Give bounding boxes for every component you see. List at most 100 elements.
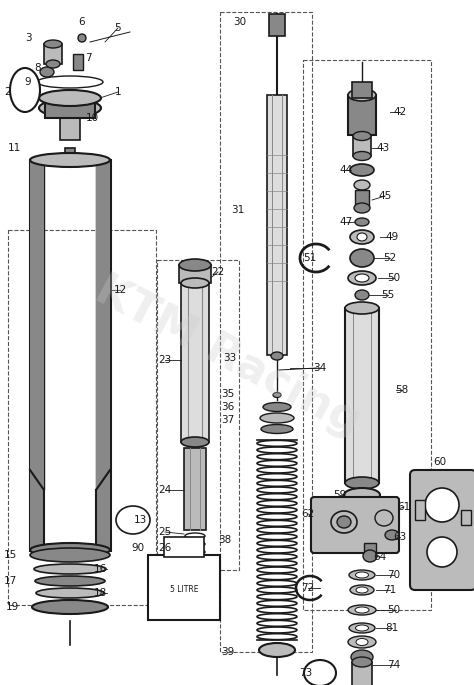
Bar bbox=[461, 510, 471, 525]
Ellipse shape bbox=[363, 550, 377, 562]
Text: 15: 15 bbox=[3, 550, 17, 560]
Ellipse shape bbox=[348, 605, 376, 615]
Bar bbox=[348, 95, 376, 135]
Ellipse shape bbox=[185, 533, 205, 539]
Ellipse shape bbox=[345, 302, 379, 314]
Text: 64: 64 bbox=[374, 552, 387, 562]
Ellipse shape bbox=[356, 587, 368, 593]
Ellipse shape bbox=[337, 516, 351, 528]
Text: 8: 8 bbox=[35, 63, 41, 73]
Text: 2: 2 bbox=[5, 87, 11, 97]
Ellipse shape bbox=[261, 425, 293, 434]
Text: 19: 19 bbox=[5, 602, 18, 612]
Bar bbox=[73, 54, 83, 70]
Ellipse shape bbox=[181, 278, 209, 288]
Bar bbox=[269, 14, 285, 36]
Text: 43: 43 bbox=[376, 143, 390, 153]
Bar bbox=[415, 500, 425, 520]
Ellipse shape bbox=[35, 576, 105, 586]
Ellipse shape bbox=[352, 657, 372, 667]
Bar bbox=[8, 230, 156, 605]
Ellipse shape bbox=[185, 541, 205, 547]
Ellipse shape bbox=[356, 625, 368, 631]
Ellipse shape bbox=[355, 218, 369, 226]
Ellipse shape bbox=[34, 564, 106, 574]
Bar bbox=[303, 60, 431, 610]
Ellipse shape bbox=[78, 34, 86, 42]
Text: 52: 52 bbox=[383, 253, 397, 263]
Ellipse shape bbox=[30, 548, 110, 562]
Ellipse shape bbox=[39, 99, 101, 117]
Text: 58: 58 bbox=[395, 385, 409, 395]
Ellipse shape bbox=[348, 636, 376, 648]
Ellipse shape bbox=[116, 506, 150, 534]
Ellipse shape bbox=[354, 180, 370, 190]
Bar bbox=[352, 662, 372, 685]
Text: 42: 42 bbox=[393, 107, 407, 117]
Ellipse shape bbox=[304, 660, 336, 685]
Bar bbox=[65, 148, 75, 162]
Bar bbox=[45, 98, 95, 118]
Text: 17: 17 bbox=[3, 576, 17, 586]
Text: 71: 71 bbox=[383, 585, 397, 595]
Bar bbox=[60, 118, 80, 140]
Text: 31: 31 bbox=[231, 205, 245, 215]
Ellipse shape bbox=[185, 588, 205, 595]
Text: 63: 63 bbox=[393, 532, 407, 542]
Ellipse shape bbox=[353, 132, 371, 140]
Text: 47: 47 bbox=[339, 217, 353, 227]
Text: 90: 90 bbox=[131, 543, 145, 553]
Ellipse shape bbox=[356, 638, 368, 645]
Ellipse shape bbox=[345, 477, 379, 489]
Ellipse shape bbox=[350, 164, 374, 176]
Ellipse shape bbox=[185, 581, 205, 587]
Bar bbox=[355, 190, 369, 208]
Ellipse shape bbox=[427, 537, 457, 567]
Ellipse shape bbox=[39, 90, 101, 106]
Text: 10: 10 bbox=[85, 113, 99, 123]
FancyBboxPatch shape bbox=[410, 470, 474, 590]
Ellipse shape bbox=[355, 290, 369, 300]
Text: 50: 50 bbox=[387, 605, 401, 615]
Bar bbox=[30, 160, 44, 550]
Bar bbox=[96, 160, 110, 550]
Text: 22: 22 bbox=[211, 267, 225, 277]
Ellipse shape bbox=[40, 67, 54, 77]
Text: 26: 26 bbox=[158, 543, 172, 553]
Text: 23: 23 bbox=[158, 355, 172, 365]
Bar bbox=[354, 660, 370, 670]
Text: 62: 62 bbox=[301, 509, 315, 519]
Ellipse shape bbox=[181, 437, 209, 447]
Bar bbox=[353, 136, 371, 156]
Bar bbox=[364, 543, 376, 553]
Bar bbox=[44, 490, 96, 550]
Ellipse shape bbox=[36, 588, 104, 598]
Text: 49: 49 bbox=[385, 232, 399, 242]
Ellipse shape bbox=[351, 650, 373, 664]
Ellipse shape bbox=[271, 352, 283, 360]
Bar bbox=[179, 265, 211, 283]
Ellipse shape bbox=[350, 230, 374, 244]
Text: 44: 44 bbox=[339, 165, 353, 175]
Text: 30: 30 bbox=[233, 17, 246, 27]
Text: 73: 73 bbox=[300, 668, 313, 678]
Text: 39: 39 bbox=[221, 647, 235, 657]
Text: 3: 3 bbox=[25, 33, 31, 43]
Text: 74: 74 bbox=[387, 660, 401, 670]
Bar bbox=[352, 82, 372, 98]
Text: 70: 70 bbox=[387, 570, 401, 580]
Ellipse shape bbox=[349, 570, 375, 580]
Text: 35: 35 bbox=[221, 389, 235, 399]
Text: 34: 34 bbox=[313, 363, 327, 373]
Text: 59: 59 bbox=[333, 490, 346, 500]
Ellipse shape bbox=[348, 89, 376, 101]
Ellipse shape bbox=[37, 76, 103, 88]
Text: KTM Racing: KTM Racing bbox=[88, 268, 367, 445]
Text: 50: 50 bbox=[387, 273, 401, 283]
Text: 13: 13 bbox=[133, 515, 146, 525]
Text: 55: 55 bbox=[382, 290, 395, 300]
Ellipse shape bbox=[263, 403, 291, 412]
Text: 36: 36 bbox=[221, 402, 235, 412]
Text: 33: 33 bbox=[223, 353, 237, 363]
Text: 25: 25 bbox=[158, 527, 172, 537]
